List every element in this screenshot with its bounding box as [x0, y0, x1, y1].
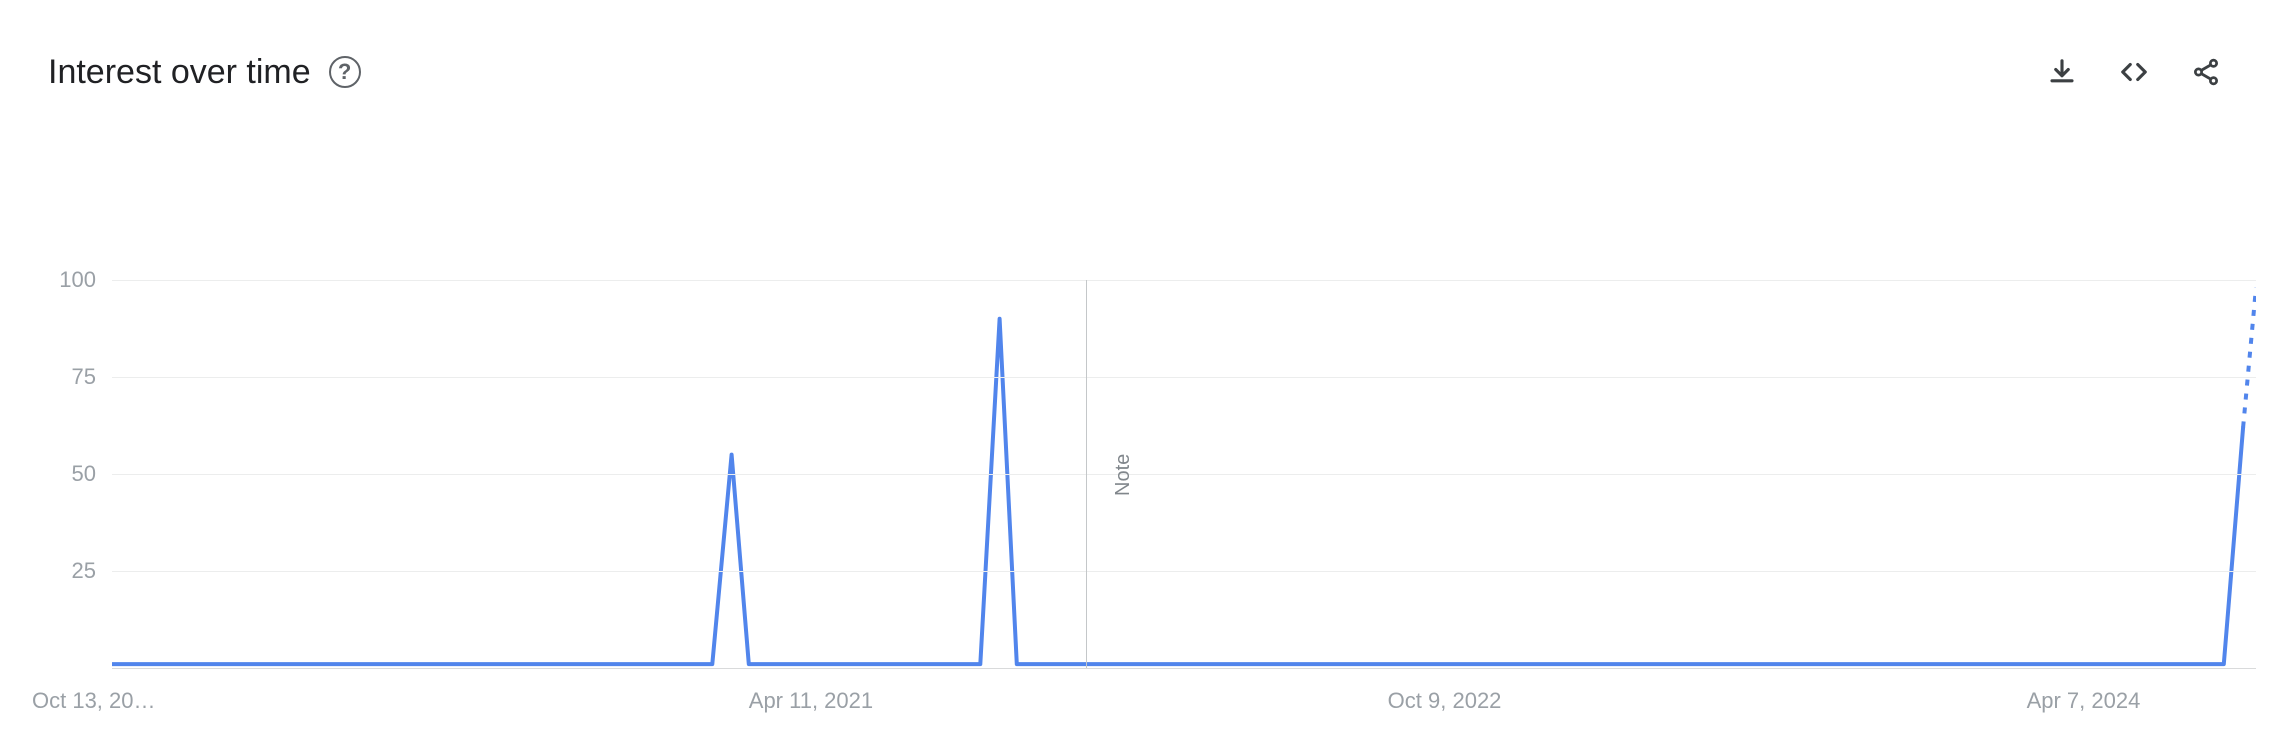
x-tick-label: Oct 13, 20…	[32, 688, 156, 714]
widget-actions	[2044, 54, 2224, 90]
trends-widget: Interest over time ?	[0, 0, 2272, 744]
gridline	[112, 474, 2256, 475]
widget-title: Interest over time	[48, 53, 311, 92]
note-line	[1086, 280, 1087, 668]
chart-area: 255075100 Note	[32, 280, 2272, 720]
note-label: Note	[1112, 454, 1135, 496]
download-icon	[2047, 57, 2077, 87]
y-axis: 255075100	[32, 280, 104, 668]
y-tick-label: 50	[72, 461, 96, 487]
y-tick-label: 100	[59, 267, 96, 293]
x-tick-label: Oct 9, 2022	[1388, 688, 1502, 714]
embed-button[interactable]	[2116, 54, 2152, 90]
share-icon	[2191, 57, 2221, 87]
forecast-line	[2243, 288, 2256, 428]
y-tick-label: 25	[72, 558, 96, 584]
gridline	[112, 571, 2256, 572]
x-tick-label: Apr 11, 2021	[749, 688, 873, 714]
widget-header: Interest over time ?	[48, 42, 2224, 102]
gridline	[112, 280, 2256, 281]
x-axis: Oct 13, 20… Apr 11, 2021 Oct 9, 2022 Apr 7,…	[32, 682, 2256, 722]
title-wrap: Interest over time ?	[48, 53, 361, 92]
download-button[interactable]	[2044, 54, 2080, 90]
help-icon[interactable]: ?	[329, 56, 361, 88]
share-button[interactable]	[2188, 54, 2224, 90]
y-tick-label: 75	[72, 364, 96, 390]
gridline	[112, 377, 2256, 378]
series-line	[112, 319, 2243, 664]
baseline	[112, 668, 2256, 669]
x-tick-label: Apr 7, 2024	[2027, 688, 2141, 714]
embed-icon	[2119, 57, 2149, 87]
plot-area: Note	[112, 280, 2256, 668]
